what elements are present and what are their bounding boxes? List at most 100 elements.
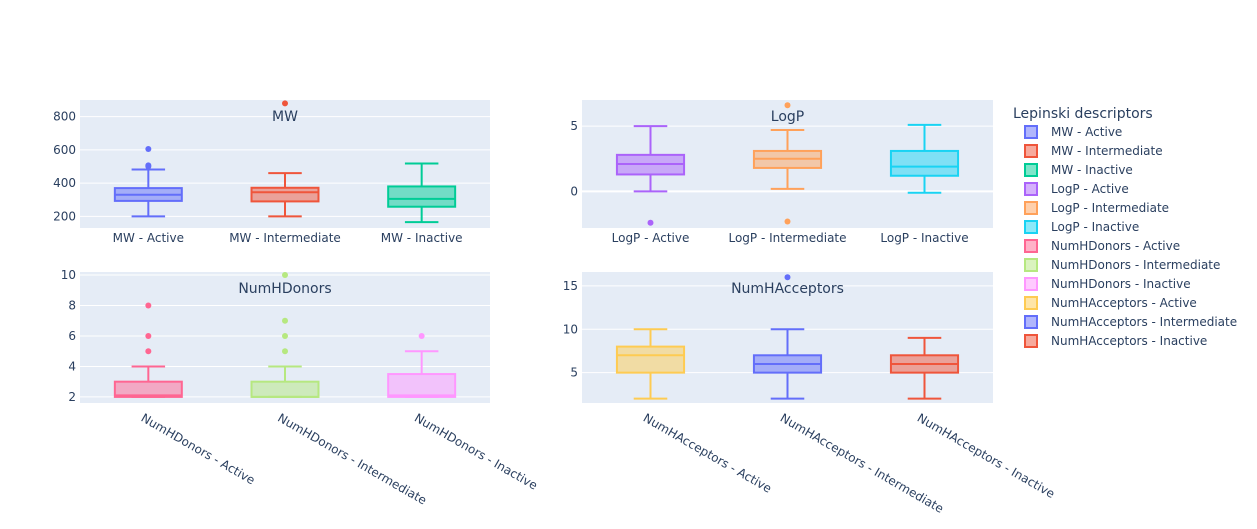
legend-item: NumHDonors - Inactive <box>1024 277 1191 291</box>
subplot-1: 0 5 LogP LogP - Active LogP - Intermediate Lo… <box>570 100 993 245</box>
legend-swatch <box>1024 277 1038 291</box>
x-tick-label: LogP - Intermediate <box>728 231 846 245</box>
legend-item: LogP - Intermediate <box>1024 201 1169 215</box>
subplot-title: LogP <box>771 109 804 125</box>
legend-title: Lepinski descriptors <box>1013 106 1153 122</box>
legend-item: NumHAcceptors - Inactive <box>1024 334 1207 348</box>
x-tick-label: NumHAcceptors - Active <box>641 411 774 496</box>
legend-item: NumHAcceptors - Intermediate <box>1024 315 1237 329</box>
y-tick-label: 5 <box>570 366 578 380</box>
outlier-point <box>282 348 288 355</box>
legend-swatch <box>1024 220 1038 234</box>
y-tick-label: 400 <box>53 176 76 190</box>
outlier-point <box>282 332 288 339</box>
box-numhdonors-intermediate <box>250 272 320 398</box>
x-tick-label: NumHDonors - Inactive <box>412 411 540 493</box>
legend-label: MW - Intermediate <box>1051 144 1163 158</box>
x-tick-label: NumHDonors - Active <box>139 411 258 488</box>
legend-swatch <box>1024 258 1038 272</box>
subplot-title: NumHAcceptors <box>731 281 844 297</box>
box-numhacceptors-intermediate <box>752 274 823 400</box>
x-tick-label: NumHDonors - Intermediate <box>275 411 429 508</box>
outlier-point <box>145 146 152 153</box>
outlier-point <box>282 272 288 279</box>
box-iqr <box>387 373 457 398</box>
box-iqr <box>250 380 320 398</box>
legend-swatch <box>1024 182 1038 196</box>
subplot-3: 5 10 15 NumHAcceptors NumHAcceptors - Active… <box>563 272 1057 516</box>
x-tick-label: NumHAcceptors - Inactive <box>915 411 1057 501</box>
box-iqr <box>889 149 960 177</box>
legend-label: MW - Inactive <box>1051 163 1133 177</box>
legend-label: NumHDonors - Active <box>1051 239 1180 253</box>
legend-swatch <box>1024 201 1038 215</box>
x-tick-label: LogP - Inactive <box>880 231 968 245</box>
legend-swatch <box>1024 239 1038 253</box>
y-tick-label: 4 <box>68 359 76 373</box>
box-iqr <box>615 345 686 374</box>
y-tick-label: 10 <box>61 268 76 282</box>
legend-item: MW - Inactive <box>1024 163 1133 177</box>
y-tick-label: 800 <box>53 110 76 124</box>
box-numhacceptors-active <box>615 328 686 400</box>
y-tick-label: 0 <box>570 184 578 198</box>
y-tick-label: 600 <box>53 143 76 157</box>
outlier-point <box>784 218 791 225</box>
legend-item: NumHAcceptors - Active <box>1024 296 1197 310</box>
legend-swatch <box>1024 296 1038 310</box>
legend-item: MW - Active <box>1024 125 1122 139</box>
box-logp-active <box>615 125 686 226</box>
subplot-0: 200 400 600 800 MW MW - Active MW - Intermedia… <box>53 100 490 245</box>
legend-item: NumHDonors - Active <box>1024 239 1180 253</box>
outlier-point <box>647 219 654 226</box>
box-numhacceptors-inactive <box>889 336 960 400</box>
legend: Lepinski descriptors MW - Active MW - Inte… <box>1013 106 1237 348</box>
box-iqr <box>113 380 183 398</box>
y-tick-label: 10 <box>563 322 578 336</box>
legend-item: MW - Intermediate <box>1024 144 1163 158</box>
outlier-point <box>784 274 791 281</box>
box-mw-inactive <box>387 162 457 224</box>
legend-label: LogP - Inactive <box>1051 220 1139 234</box>
legend-label: NumHAcceptors - Intermediate <box>1051 315 1237 329</box>
outlier-point <box>282 100 288 107</box>
outlier-point <box>282 317 288 324</box>
legend-swatch <box>1024 144 1038 158</box>
y-tick-label: 6 <box>68 329 76 343</box>
box-numhdonors-inactive <box>387 332 457 398</box>
outlier-point <box>145 332 152 339</box>
legend-label: LogP - Intermediate <box>1051 201 1169 215</box>
legend-label: NumHDonors - Inactive <box>1051 277 1191 291</box>
legend-label: MW - Active <box>1051 125 1122 139</box>
x-tick-label: MW - Inactive <box>381 231 463 245</box>
box-mw-active <box>113 146 183 218</box>
legend-label: NumHAcceptors - Inactive <box>1051 334 1207 348</box>
legend-item: LogP - Active <box>1024 182 1129 196</box>
subplot-title: MW <box>272 109 298 125</box>
y-tick-label: 15 <box>563 279 578 293</box>
legend-swatch <box>1024 163 1038 177</box>
legend-item: NumHDonors - Intermediate <box>1024 258 1220 272</box>
x-tick-label: NumHAcceptors - Intermediate <box>778 411 946 516</box>
box-numhdonors-active <box>113 302 183 398</box>
x-tick-label: LogP - Active <box>612 231 690 245</box>
legend-swatch <box>1024 315 1038 329</box>
legend-label: NumHAcceptors - Active <box>1051 296 1197 310</box>
outlier-point <box>145 302 152 309</box>
subplot-title: NumHDonors <box>238 281 331 297</box>
legend-item: LogP - Inactive <box>1024 220 1139 234</box>
x-tick-label: MW - Active <box>113 231 184 245</box>
outlier-point <box>784 102 791 109</box>
box-mw-intermediate <box>250 100 320 218</box>
legend-label: NumHDonors - Intermediate <box>1051 258 1220 272</box>
box-iqr <box>250 186 320 203</box>
box-logp-inactive <box>889 123 960 194</box>
y-tick-label: 8 <box>68 299 76 313</box>
box-logp-intermediate <box>752 102 823 225</box>
x-tick-label: MW - Intermediate <box>229 231 341 245</box>
legend-swatch <box>1024 334 1038 348</box>
legend-label: LogP - Active <box>1051 182 1129 196</box>
outlier-point <box>145 162 152 169</box>
